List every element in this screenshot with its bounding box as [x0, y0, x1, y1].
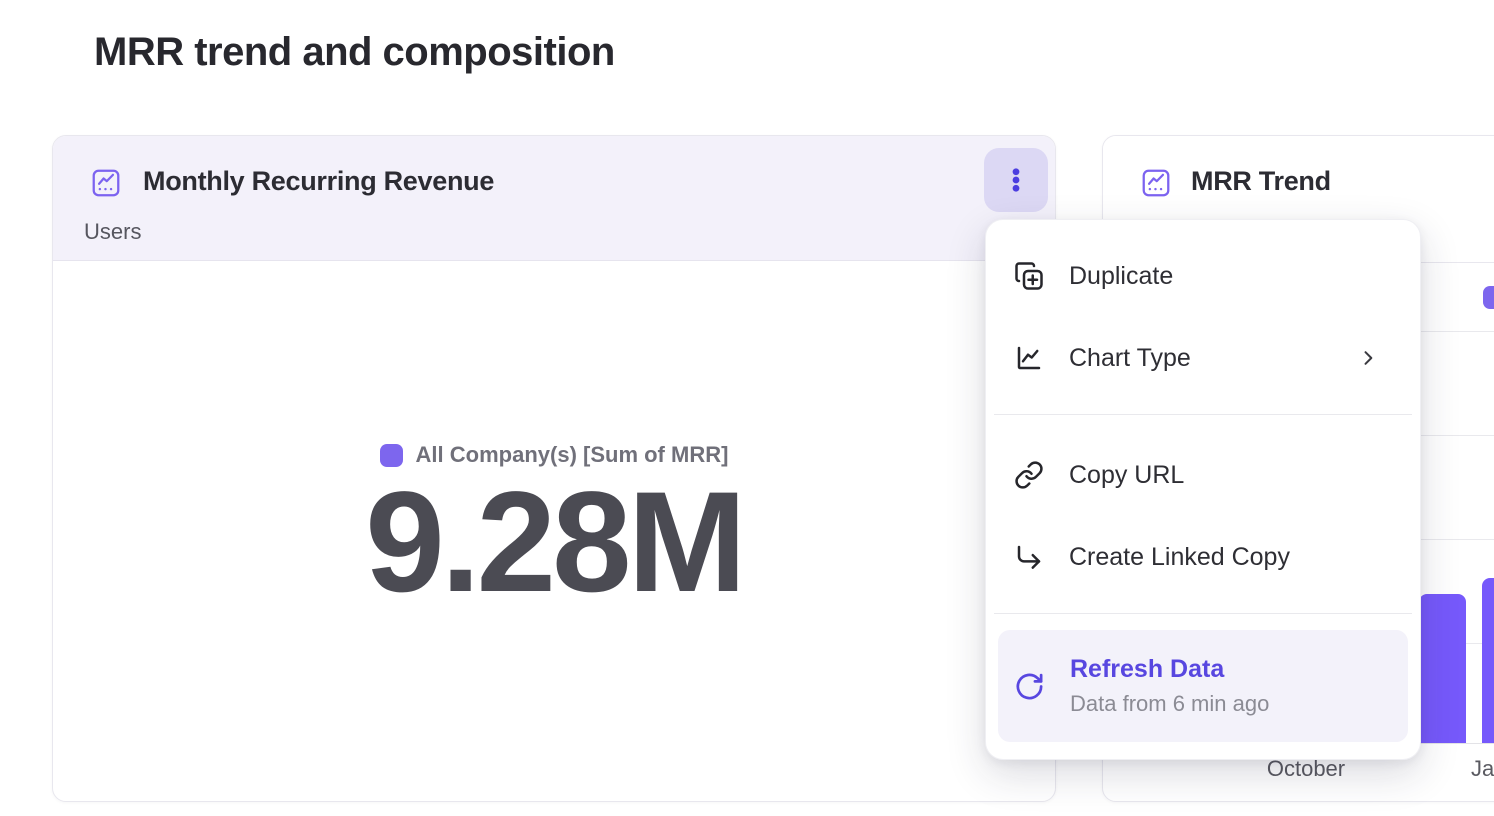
menu-item-chart-type[interactable]: Chart Type — [986, 317, 1420, 399]
mrr-metric-card-body: All Company(s) [Sum of MRR] 9.28M — [53, 261, 1055, 801]
chart-widget-icon — [90, 167, 122, 199]
metric-legend-item[interactable]: All Company(s) [Sum of MRR] — [53, 442, 1055, 468]
menu-item-copy-url[interactable]: Copy URL — [986, 434, 1420, 516]
page-title: MRR trend and composition — [94, 30, 615, 74]
mrr-metric-card: Monthly Recurring Revenue Users All Comp… — [52, 135, 1056, 802]
menu-item-duplicate[interactable]: Duplicate — [986, 235, 1420, 317]
menu-item-label: Copy URL — [1069, 460, 1185, 489]
chart-type-icon — [1014, 343, 1044, 373]
kebab-dots-icon — [999, 163, 1033, 197]
menu-item-create-linked-copy[interactable]: Create Linked Copy — [986, 516, 1420, 598]
mrr-trend-card-header: MRR Trend — [1103, 136, 1494, 263]
mrr-trend-card-title: MRR Trend — [1191, 166, 1331, 196]
menu-item-label: Duplicate — [1069, 261, 1174, 290]
menu-divider — [994, 613, 1412, 614]
menu-item-label: Create Linked Copy — [1069, 542, 1290, 571]
legend-swatch-icon — [379, 443, 403, 467]
metric-legend-label: All Company(s) [Sum of MRR] — [415, 442, 729, 467]
menu-item-label: Refresh Data — [1070, 655, 1225, 683]
card-context-menu: Duplicate Chart Type — [985, 219, 1421, 760]
mrr-metric-card-header: Monthly Recurring Revenue Users — [53, 136, 1055, 261]
menu-divider — [994, 414, 1412, 415]
linked-copy-arrow-icon — [1014, 542, 1044, 572]
mrr-metric-card-title: Monthly Recurring Revenue — [143, 166, 495, 196]
mrr-trend-bar — [1419, 594, 1466, 743]
menu-item-label: Chart Type — [1069, 343, 1191, 372]
chevron-right-icon — [1358, 348, 1378, 368]
chart-widget-icon — [1140, 167, 1172, 199]
refresh-icon — [1014, 671, 1045, 702]
kebab-menu-button[interactable] — [984, 148, 1048, 212]
refresh-status-text: Data from 6 min ago — [1070, 691, 1270, 716]
x-axis-tick-label: October — [1266, 756, 1346, 781]
mrr-metric-card-subtitle: Users — [84, 219, 142, 244]
metric-value: 9.28M — [365, 463, 746, 622]
duplicate-icon — [1014, 261, 1044, 291]
x-axis-tick-label: Ja — [1471, 756, 1494, 781]
menu-item-refresh-data[interactable]: Refresh Data Data from 6 min ago — [998, 630, 1408, 742]
refresh-text-block: Refresh Data Data from 6 min ago — [1070, 655, 1269, 717]
link-icon — [1014, 460, 1044, 490]
legend-swatch-icon[interactable] — [1483, 286, 1494, 309]
mrr-trend-bar — [1482, 578, 1494, 743]
